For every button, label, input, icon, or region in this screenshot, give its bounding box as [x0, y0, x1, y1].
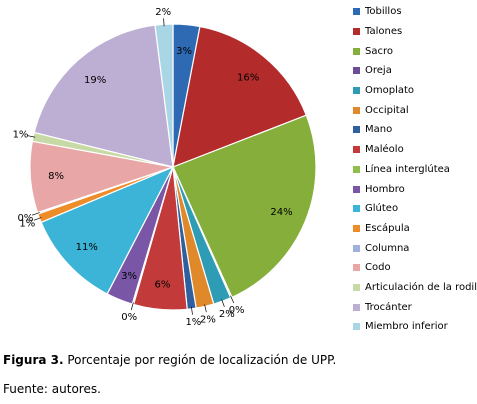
legend-label: Línea interglútea [365, 163, 450, 175]
legend-item: Articulación de la rodilla [353, 278, 477, 298]
legend-swatch [353, 224, 360, 232]
data-label-10: 3% [121, 271, 137, 282]
data-label-8: 6% [155, 279, 171, 290]
figure-source: Fuente: autores. [3, 382, 101, 396]
legend-item: Talones [353, 22, 477, 42]
legend-swatch [353, 106, 360, 114]
legend-swatch [353, 185, 360, 193]
data-label-leader-6 [204, 304, 207, 313]
legend-label: Oreja [365, 65, 392, 77]
data-label-14: 8% [48, 171, 64, 182]
data-label-13: 0% [17, 213, 33, 224]
data-label-5: 2% [219, 309, 235, 320]
legend-swatch [353, 283, 360, 291]
legend-swatch [353, 28, 360, 36]
pie-slice-16 [33, 24, 174, 168]
legend-swatch [353, 244, 360, 252]
legend-label: Mano [365, 124, 393, 136]
legend-label: Codo [365, 262, 391, 274]
pie-chart: 3%16%24%0%2%2%1%6%0%3%11%1%0%8%1%19%2% [13, 7, 317, 328]
data-label-12: 1% [19, 218, 35, 229]
legend-swatch [353, 264, 360, 272]
data-label-6: 2% [200, 315, 216, 326]
data-label-17: 2% [155, 7, 171, 18]
figure-caption-text: Porcentaje por región de localización de… [63, 353, 337, 367]
legend-item: Mano [353, 120, 477, 140]
legend-label: Miembro inferior [365, 321, 448, 333]
data-label-leader-4 [230, 295, 235, 304]
data-label-leader-7 [191, 306, 193, 315]
data-label-leader-9 [130, 302, 134, 311]
legend-label: Escápula [365, 222, 410, 234]
legend-item: Escápula [353, 219, 477, 239]
data-label-leader-15 [27, 135, 36, 138]
figure-label: Figura 3. [3, 353, 64, 367]
legend-item: Glúteo [353, 199, 477, 219]
legend-label: Talones [365, 26, 403, 38]
data-label-1: 3% [176, 46, 192, 57]
legend-item: Columna [353, 238, 477, 258]
legend-item: Sacro [353, 41, 477, 61]
data-label-leader-5 [221, 299, 225, 307]
data-label-7: 1% [185, 317, 201, 328]
legend-label: Occipital [365, 104, 409, 116]
pie-slice-3 [172, 114, 317, 299]
data-label-16: 19% [84, 75, 106, 86]
legend-swatch [353, 8, 360, 16]
figure-caption: Figura 3. Porcentaje por región de local… [3, 353, 336, 367]
pie-slice-2 [172, 25, 308, 168]
legend-swatch [353, 47, 360, 55]
legend-swatch [353, 67, 360, 75]
legend-label: Tobillos [365, 6, 402, 18]
data-label-9: 0% [121, 312, 137, 323]
data-label-leader-17 [163, 18, 165, 27]
legend-swatch [353, 165, 360, 173]
legend-swatch [353, 205, 360, 213]
data-label-leader-12 [33, 217, 42, 221]
data-label-11: 11% [76, 242, 98, 253]
data-label-4: 0% [229, 305, 245, 316]
data-label-leader-13 [31, 212, 40, 216]
legend-swatch [353, 146, 360, 154]
legend-label: Glúteo [365, 203, 399, 215]
legend-label: Articulación de la rodilla [365, 281, 477, 293]
legend-item: Codo [353, 258, 477, 278]
legend-swatch [353, 323, 360, 331]
legend-swatch [353, 126, 360, 134]
data-label-3: 24% [270, 207, 292, 218]
legend-item: Trocánter [353, 297, 477, 317]
legend-item: Tobillos [353, 2, 477, 22]
data-label-15: 1% [13, 130, 29, 141]
pie-slice-11 [40, 165, 175, 295]
legend-item: Miembro inferior [353, 317, 477, 337]
legend-label: Trocánter [365, 301, 412, 313]
legend-label: Sacro [365, 45, 393, 57]
legend-label: Maléolo [365, 144, 404, 156]
legend-item: Oreja [353, 61, 477, 81]
legend-item: Occipital [353, 100, 477, 120]
legend-item: Omoplato [353, 81, 477, 101]
legend-item: Línea interglútea [353, 160, 477, 180]
legend-label: Omoplato [365, 85, 415, 97]
legend-label: Hombro [365, 183, 405, 195]
legend-item: Maléolo [353, 140, 477, 160]
legend-swatch [353, 87, 360, 95]
legend-label: Columna [365, 242, 410, 254]
data-label-2: 16% [237, 72, 259, 83]
legend-swatch [353, 303, 360, 311]
legend-item: Hombro [353, 179, 477, 199]
chart-legend: Tobillos Talones Sacro Oreja Omoplato Occipit… [353, 2, 477, 337]
